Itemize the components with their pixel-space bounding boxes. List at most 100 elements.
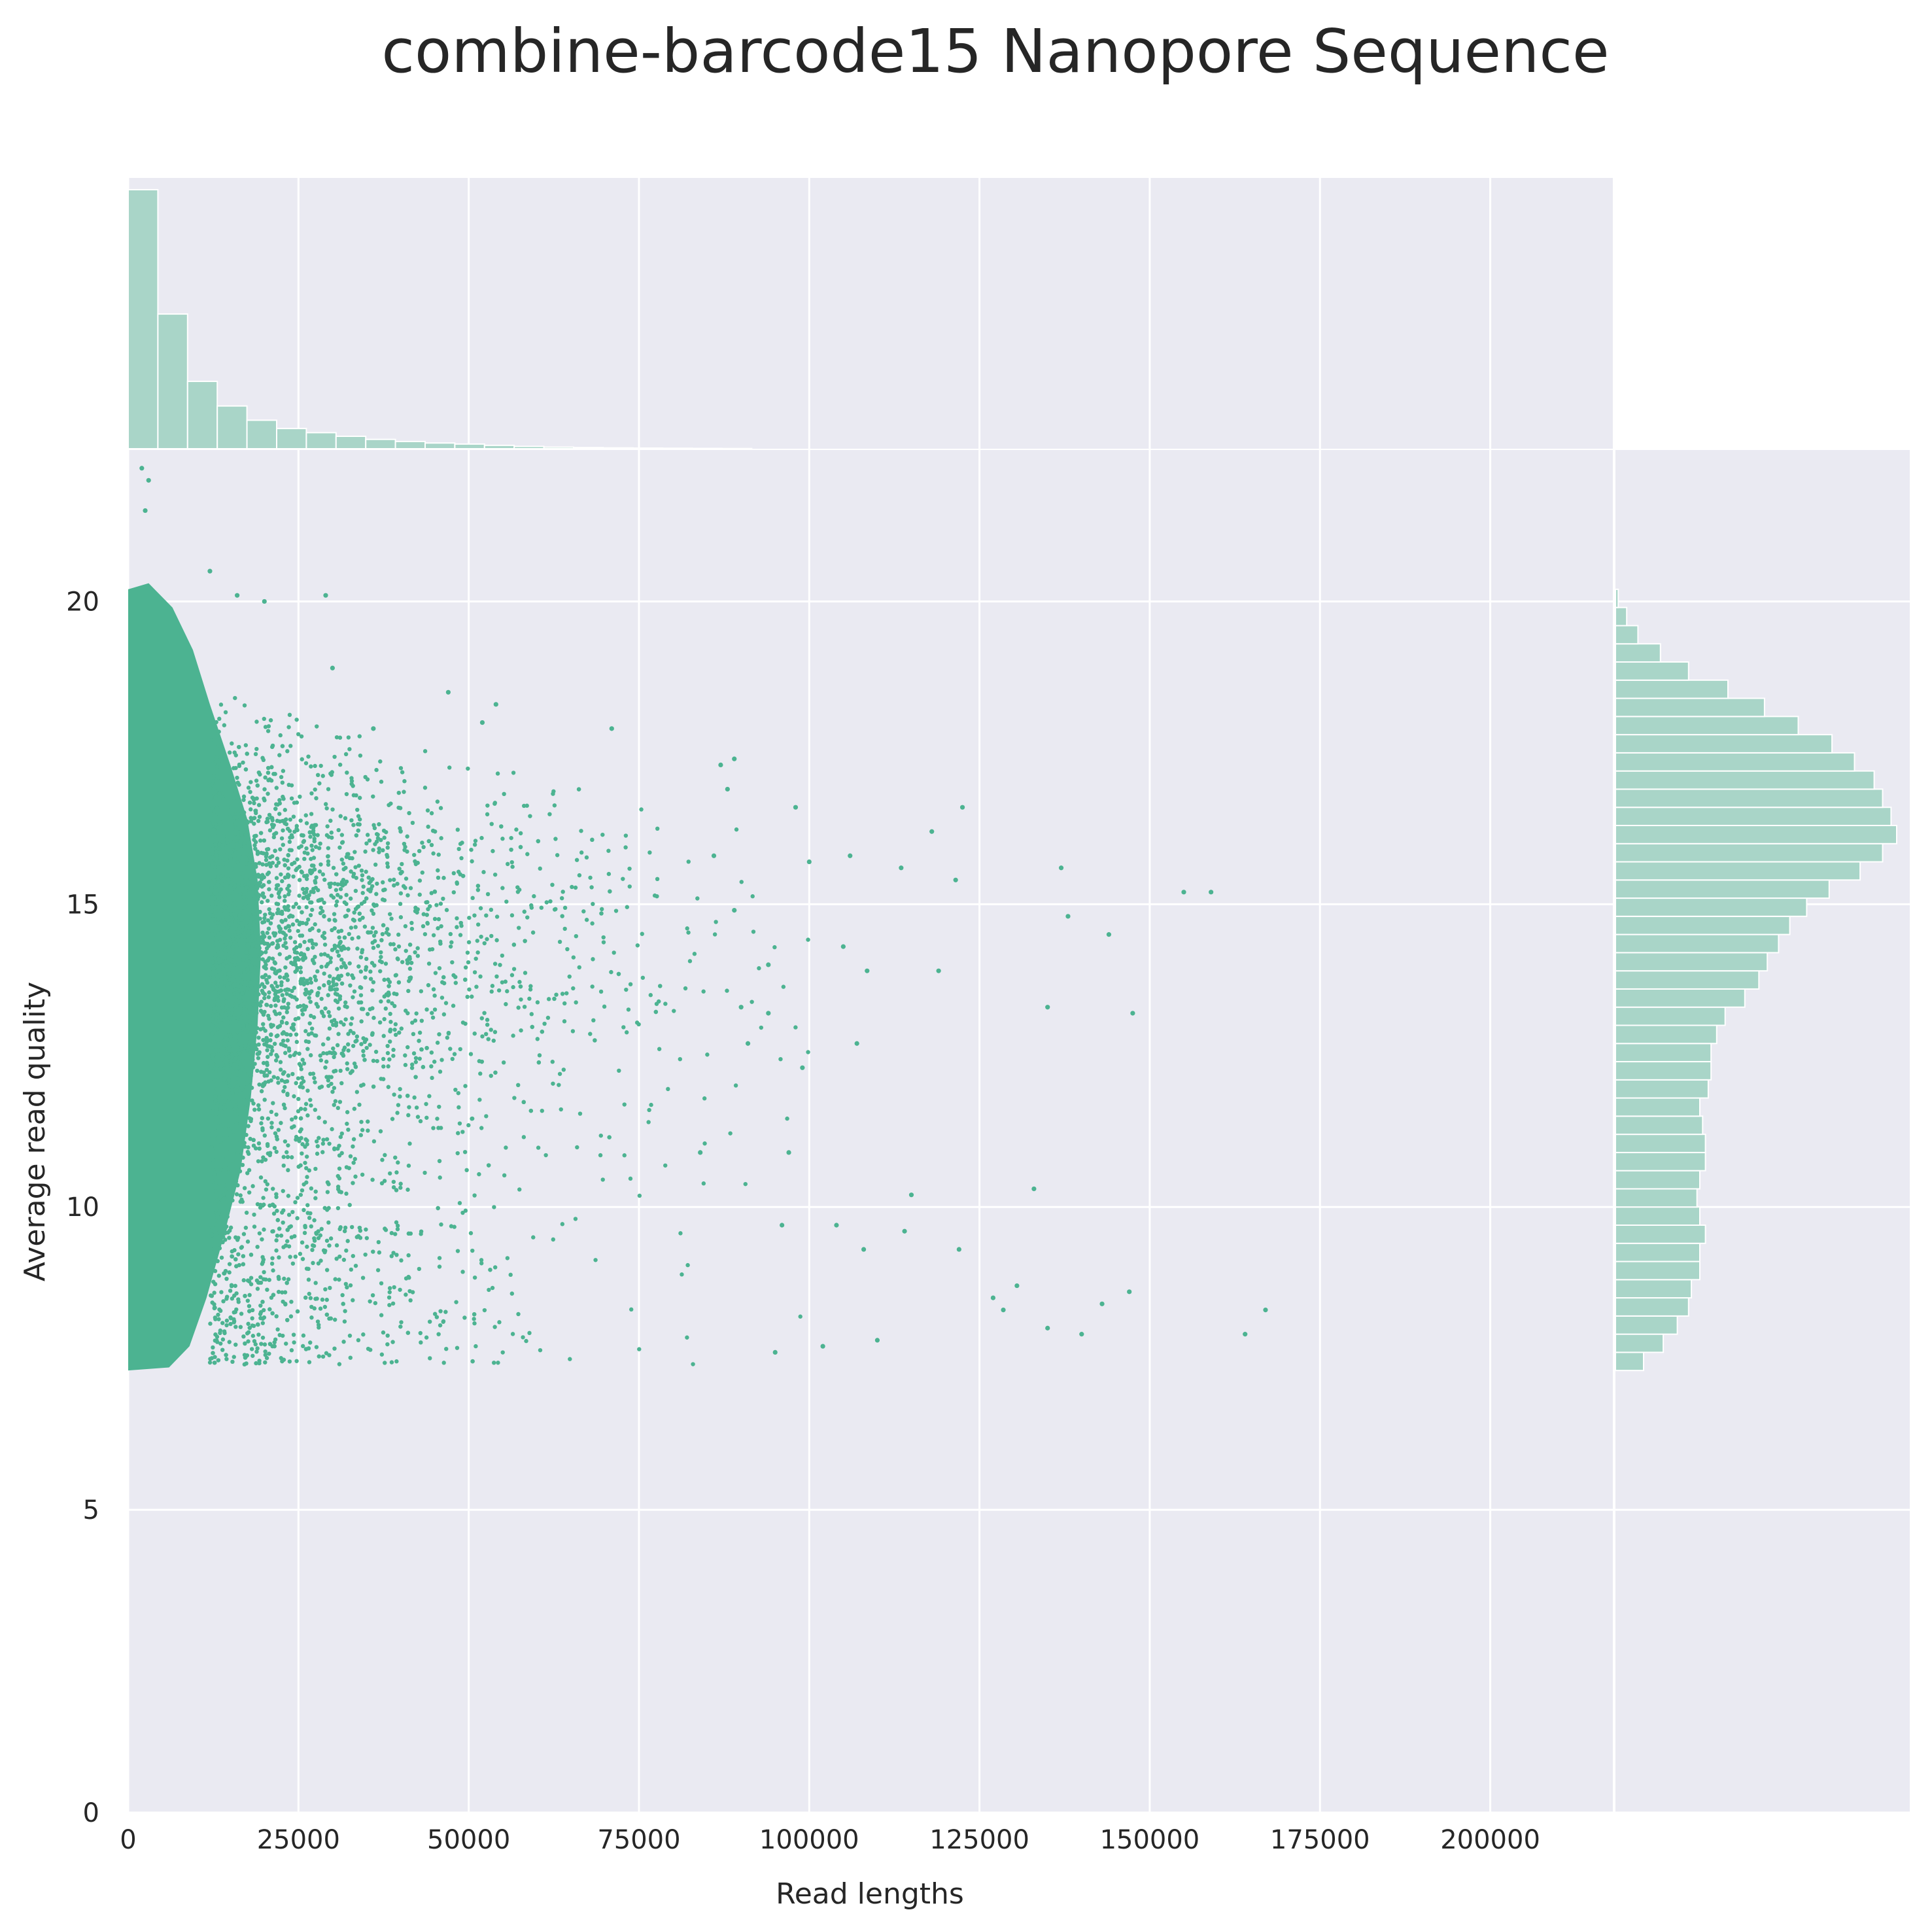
scatter-point-3213 xyxy=(353,1039,358,1044)
scatter-point-3355 xyxy=(530,1024,534,1030)
scatter-point-2444 xyxy=(446,1031,451,1036)
scatter-point-1029 xyxy=(273,1131,278,1136)
scatter-point-902 xyxy=(274,1112,279,1117)
scatter-point-1925 xyxy=(621,1025,626,1030)
scatter-point-2201 xyxy=(243,855,248,860)
scatter-point-3443 xyxy=(233,1056,238,1061)
scatter-point-2413 xyxy=(260,1128,265,1132)
scatter-point-3104 xyxy=(249,1049,253,1054)
scatter-point-2023 xyxy=(291,905,296,909)
scatter-point-232 xyxy=(543,1153,548,1158)
scatter-point-469 xyxy=(337,762,343,767)
scatter-point-357 xyxy=(213,1077,218,1083)
scatter-point-3395 xyxy=(407,943,413,947)
scatter-point-2423 xyxy=(216,1019,220,1024)
scatter-point-2102 xyxy=(286,873,291,878)
scatter-point-1159 xyxy=(343,1017,348,1022)
scatter-point-2983 xyxy=(361,884,366,889)
scatter-point-1179 xyxy=(492,1205,496,1209)
scatter-point-3524 xyxy=(275,945,279,950)
scatter-point-952 xyxy=(309,1013,313,1018)
scatter-point-1470 xyxy=(257,814,262,819)
scatter-point-447 xyxy=(319,763,323,768)
scatter-point-2165 xyxy=(385,841,390,846)
scatter-point-847 xyxy=(433,971,438,975)
scatter-point-1678 xyxy=(379,999,383,1004)
scatter-point-188 xyxy=(393,1022,398,1027)
scatter-point-3471 xyxy=(262,838,267,843)
scatter-point-2750 xyxy=(239,871,243,876)
scatter-point-955 xyxy=(334,735,339,740)
scatter-point-2763 xyxy=(309,989,314,994)
scatter-point-1491 xyxy=(326,859,331,864)
scatter-point-2360 xyxy=(328,974,332,979)
scatter-point-865 xyxy=(207,783,213,788)
scatter-point-205 xyxy=(385,927,390,931)
scatter-point-1758 xyxy=(213,1355,217,1359)
scatter-point-3212 xyxy=(678,1231,683,1236)
top-hist-bar-5 xyxy=(276,428,307,449)
scatter-point-202 xyxy=(235,1141,239,1145)
scatter-point-3349 xyxy=(441,975,446,980)
scatter-point-776 xyxy=(285,1010,289,1015)
scatter-point-3413 xyxy=(366,930,370,935)
y-tick-label-3: 15 xyxy=(66,890,99,920)
scatter-point-2026 xyxy=(382,898,387,903)
scatter-point-1180 xyxy=(218,973,223,977)
scatter-point-1449 xyxy=(398,915,404,920)
scatter-point-2822 xyxy=(453,1087,458,1092)
scatter-point-3539 xyxy=(210,913,215,918)
scatter-point-1996 xyxy=(332,1018,337,1022)
scatter-point-1949 xyxy=(230,1198,235,1203)
scatter-point-3509 xyxy=(346,908,351,912)
right-hist-bar-4 xyxy=(1615,1279,1693,1299)
scatter-point-2877 xyxy=(429,1050,434,1055)
scatter-point-443 xyxy=(222,1081,226,1086)
scatter-point-300 xyxy=(389,1230,394,1236)
scatter-point-3456 xyxy=(256,1107,262,1112)
scatter-point-2656 xyxy=(312,1218,317,1223)
scatter-point-1549 xyxy=(553,837,558,841)
scatter-point-1456 xyxy=(371,1249,375,1254)
scatter-point-169 xyxy=(429,1064,434,1069)
scatter-point-2960 xyxy=(415,910,419,915)
scatter-point-3302 xyxy=(538,866,542,871)
scatter-point-3536 xyxy=(262,934,267,939)
scatter-point-2279 xyxy=(369,930,373,935)
scatter-point-3012 xyxy=(307,939,312,943)
scatter-point-1804 xyxy=(357,1102,362,1107)
scatter-point-67 xyxy=(649,1102,653,1107)
scatter-point-2785 xyxy=(388,1011,392,1017)
scatter-point-2653 xyxy=(307,1021,312,1026)
scatter-point-3452 xyxy=(238,1030,243,1035)
scatter-point-2824 xyxy=(478,1071,483,1076)
scatter-point-3441 xyxy=(493,1070,498,1075)
scatter-point-1019 xyxy=(243,1105,247,1110)
scatter-point-3459 xyxy=(247,1325,252,1330)
scatter-point-916 xyxy=(298,1163,303,1168)
scatter-point-3317 xyxy=(254,1349,259,1354)
scatter-point-452 xyxy=(274,1238,279,1243)
scatter-point-3377 xyxy=(258,909,262,914)
scatter-point-2312 xyxy=(394,1220,399,1225)
scatter-point-1920 xyxy=(279,983,284,988)
scatter-point-1669 xyxy=(305,1203,310,1208)
scatter-point-1817 xyxy=(310,1247,315,1253)
scatter-point-3521 xyxy=(267,1342,273,1346)
scatter-point-2068 xyxy=(274,1248,279,1253)
scatter-point-2182 xyxy=(441,1319,445,1324)
scatter-point-2355 xyxy=(221,797,226,802)
scatter-point-3328 xyxy=(405,1330,411,1335)
scatter-point-2042 xyxy=(560,992,565,996)
scatter-point-751 xyxy=(249,1347,254,1351)
scatter-point-399 xyxy=(462,1315,467,1320)
scatter-point-2899 xyxy=(337,1226,342,1232)
scatter-point-1580 xyxy=(233,1283,237,1288)
scatter-point-2628 xyxy=(264,854,269,859)
scatter-point-768 xyxy=(337,1277,341,1282)
scatter-point-559 xyxy=(260,1159,264,1164)
right-hist-bar-28 xyxy=(1615,843,1884,863)
scatter-point-3037 xyxy=(264,1002,269,1007)
scatter-point-662 xyxy=(344,892,349,897)
scatter-point-1093 xyxy=(496,1361,500,1365)
